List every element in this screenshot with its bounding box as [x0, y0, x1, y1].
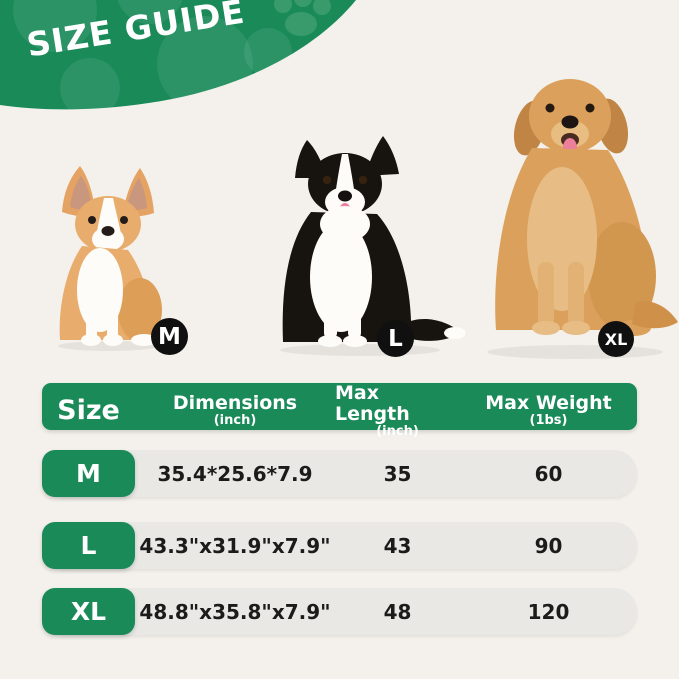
- row-max-length: 43: [383, 533, 412, 558]
- banner-shape: [0, 0, 356, 110]
- table-header-row: Size Dimensions (inch) Max Length (inch)…: [42, 383, 637, 439]
- table-row-l: L 43.3"x31.9"x7.9" 43 90: [42, 522, 637, 569]
- size-badge-l: L: [377, 320, 414, 357]
- column-header-max-weight: Max Weight (1bs): [485, 392, 612, 429]
- dog-illustration-corgi: [58, 166, 162, 351]
- row-max-length: 48: [383, 599, 412, 624]
- row-max-weight: 60: [534, 461, 563, 486]
- size-table: Size Dimensions (inch) Max Length (inch)…: [42, 383, 637, 639]
- table-row-xl: XL 48.8"x35.8"x7.9" 48 120: [42, 588, 637, 635]
- size-badge-m: M: [151, 318, 188, 355]
- row-dimensions: 35.4*25.6*7.9: [157, 461, 313, 486]
- row-size-label: L: [42, 522, 135, 569]
- row-max-weight: 120: [527, 599, 570, 624]
- row-size-label: M: [42, 450, 135, 497]
- row-dimensions: 43.3"x31.9"x7.9": [139, 533, 331, 558]
- paw-icon: [274, 0, 331, 36]
- banner-background: [0, 0, 356, 110]
- row-max-length: 35: [383, 461, 412, 486]
- column-header-max-length: Max Length (inch): [335, 382, 419, 439]
- row-size-label: XL: [42, 588, 135, 635]
- column-header-size: Size: [57, 395, 120, 427]
- dog-illustration-golden-retriever: [487, 79, 678, 359]
- size-badge-xl: XL: [598, 321, 634, 357]
- column-header-dimensions: Dimensions (inch): [172, 392, 298, 429]
- table-row-m: M 35.4*25.6*7.9 35 60: [42, 450, 637, 497]
- row-dimensions: 48.8"x35.8"x7.9": [139, 599, 331, 624]
- dog-illustration-border-collie: [280, 136, 465, 356]
- row-max-weight: 90: [534, 533, 563, 558]
